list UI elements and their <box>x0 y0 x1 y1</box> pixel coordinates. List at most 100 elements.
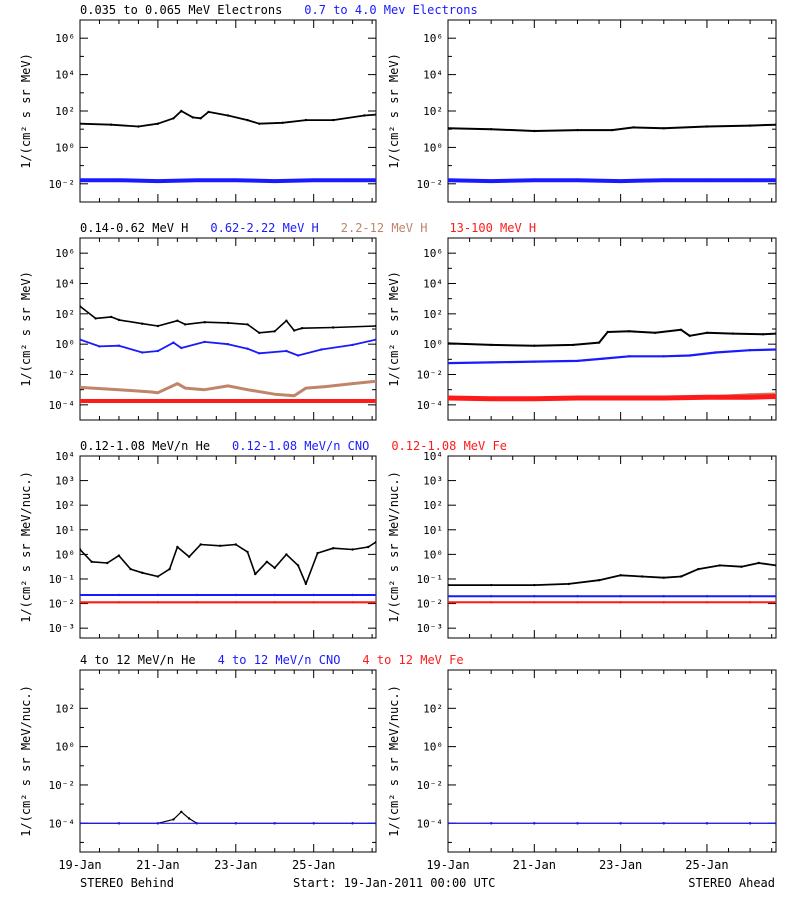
data-point <box>156 575 160 578</box>
chart-panel-electrons-ahead: 10⁻² 10⁰ 10² 10⁴ 10⁶ 1/(cm² s sr MeV) <box>387 19 777 203</box>
data-point <box>320 348 323 351</box>
y-tick-label: 10⁰ <box>55 141 75 154</box>
series-line <box>80 541 376 585</box>
data-point <box>448 361 450 365</box>
data-point <box>168 567 171 571</box>
data-point <box>619 574 622 577</box>
data-point <box>757 561 760 565</box>
data-point <box>597 579 601 582</box>
legend-entry: 0.035 to 0.065 MeV Electrons <box>80 3 282 17</box>
data-point <box>774 348 776 351</box>
data-point <box>576 595 579 598</box>
data-point <box>533 344 536 347</box>
legend-entry: 4 to 12 MeV Fe <box>362 653 463 667</box>
data-point <box>80 305 82 308</box>
data-point <box>285 349 288 353</box>
data-point <box>567 582 570 586</box>
data-point <box>576 359 579 363</box>
data-point <box>351 343 354 347</box>
data-point <box>156 349 160 353</box>
data-point <box>176 382 179 385</box>
data-point <box>296 354 300 357</box>
y-tick-label: 10⁻² <box>49 779 76 792</box>
data-point <box>234 601 237 604</box>
data-point <box>688 334 691 337</box>
data-point <box>619 822 622 825</box>
chart-panel-he-cno-fe-lo-ahead: 10⁻³ 10⁻² 10⁻¹ 10⁰ 10¹ 10² 10³ 10⁴ 1/(cm² s sr M… <box>387 450 777 639</box>
y-tick-label: 10⁴ <box>55 450 75 463</box>
data-point <box>351 822 354 825</box>
x-tick-label: 21-Jan <box>513 858 556 872</box>
series-line <box>80 110 376 128</box>
legend-entry: 0.7 to 4.0 Mev Electrons <box>304 3 477 17</box>
legend-entry: 2.2-12 MeV H <box>341 221 428 235</box>
data-point <box>572 343 575 347</box>
data-point <box>172 117 175 120</box>
data-point <box>246 550 249 554</box>
data-point <box>705 396 709 399</box>
data-point <box>533 360 536 363</box>
data-point <box>641 575 644 578</box>
data-point <box>774 564 776 567</box>
data-point <box>718 564 722 567</box>
y-axis-label: 1/(cm² s sr MeV) <box>19 53 33 169</box>
data-point <box>312 601 315 604</box>
data-point <box>316 551 319 555</box>
data-point <box>234 822 237 825</box>
y-axis-label: 1/(cm² s sr MeV/nuc.) <box>387 685 401 837</box>
legend: 0.035 to 0.065 MeV Electrons 0.7 to 4.0 M… <box>80 3 478 17</box>
data-point <box>300 327 304 330</box>
data-point <box>679 575 683 578</box>
legend-entry: 13-100 MeV H <box>449 221 536 235</box>
chart-panel-he-cno-fe-hi-ahead: 10⁻⁴ 10⁻² 10⁰ 10² 19-Jan 21-Jan 23-Jan 25-Jan 1/… <box>387 669 777 872</box>
data-point <box>374 179 376 182</box>
data-point <box>110 123 113 126</box>
series-line <box>448 394 776 402</box>
data-point <box>748 601 752 604</box>
data-point <box>226 114 230 117</box>
panels-group: 10⁻² 10⁰ 10² 10⁴ 10⁶ 1/(cm² s sr MeV) 0.035 to… <box>19 3 777 872</box>
data-point <box>324 385 327 388</box>
data-point <box>774 601 776 604</box>
data-point <box>374 822 376 825</box>
data-point <box>533 601 536 604</box>
data-point <box>180 346 183 350</box>
data-point <box>351 399 354 403</box>
y-tick-label: 10⁴ <box>423 69 443 82</box>
data-point <box>156 399 160 403</box>
data-point <box>117 179 121 182</box>
data-point <box>619 179 622 183</box>
y-tick-label: 10⁰ <box>55 548 75 561</box>
data-point <box>304 582 308 586</box>
y-tick-label: 10⁰ <box>423 141 443 154</box>
y-tick-label: 10⁻⁴ <box>49 817 76 830</box>
data-point <box>374 324 376 328</box>
data-point <box>180 109 183 113</box>
data-point <box>98 345 101 348</box>
data-point <box>195 601 198 604</box>
data-point <box>697 567 700 571</box>
y-tick-label: 10⁰ <box>55 741 75 754</box>
data-point <box>117 388 121 391</box>
y-tick-label: 10⁻² <box>417 178 444 191</box>
data-point <box>296 564 300 567</box>
data-point <box>705 331 709 334</box>
data-point <box>281 121 284 125</box>
data-point <box>490 128 493 131</box>
data-point <box>273 179 276 183</box>
data-point <box>199 117 202 120</box>
y-tick-label: 10⁶ <box>55 32 75 45</box>
x-tick-label: 23-Jan <box>599 858 642 872</box>
data-point <box>312 593 315 597</box>
data-point <box>662 179 665 182</box>
data-point <box>293 394 296 397</box>
data-point <box>312 399 315 403</box>
y-tick-label: 10⁻² <box>417 779 444 792</box>
data-point <box>172 341 175 344</box>
data-point <box>234 543 237 546</box>
data-point <box>490 343 493 347</box>
data-point <box>246 323 249 326</box>
data-point <box>273 593 276 597</box>
legend-entry: 0.62-2.22 MeV H <box>210 221 318 235</box>
y-tick-label: 10⁻² <box>417 598 444 611</box>
